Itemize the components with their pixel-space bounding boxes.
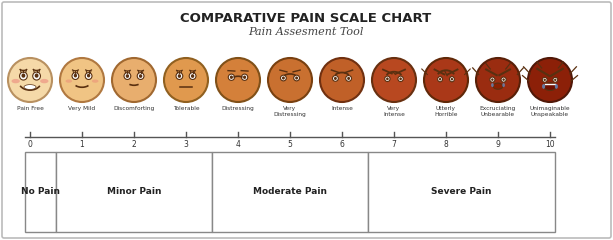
Ellipse shape [92,79,99,83]
Ellipse shape [228,74,235,80]
Ellipse shape [126,74,129,78]
Text: Very
Intense: Very Intense [383,106,405,117]
Ellipse shape [242,74,248,80]
FancyBboxPatch shape [368,152,555,232]
Ellipse shape [544,83,556,90]
Text: 6: 6 [340,140,345,149]
Text: Discomforting: Discomforting [113,106,154,111]
Ellipse shape [502,83,505,87]
Text: Pain Free: Pain Free [17,106,44,111]
Circle shape [60,58,104,102]
Ellipse shape [346,76,351,81]
Ellipse shape [555,84,558,89]
Circle shape [216,58,260,102]
Ellipse shape [398,76,403,82]
Text: Very
Distressing: Very Distressing [273,106,306,117]
Circle shape [372,58,416,102]
Ellipse shape [87,74,90,78]
Ellipse shape [439,78,441,80]
Ellipse shape [24,85,36,90]
FancyBboxPatch shape [212,152,368,232]
Ellipse shape [176,73,183,79]
Text: Utterly
Horrible: Utterly Horrible [434,106,458,117]
Text: 0: 0 [28,140,32,149]
Text: 10: 10 [545,140,555,149]
Text: Moderate Pain: Moderate Pain [253,187,327,197]
Ellipse shape [66,79,72,83]
Ellipse shape [399,77,402,80]
Ellipse shape [347,77,350,80]
Ellipse shape [542,84,545,89]
Text: 5: 5 [287,140,292,149]
Ellipse shape [543,77,547,82]
Text: COMPARATIVE PAIN SCALE CHART: COMPARATIVE PAIN SCALE CHART [180,12,432,24]
Ellipse shape [281,75,286,81]
Text: Distressing: Distressing [222,106,254,111]
Text: 3: 3 [183,140,188,149]
Circle shape [268,58,312,102]
FancyBboxPatch shape [25,152,56,232]
Text: 7: 7 [392,140,397,149]
Ellipse shape [502,78,505,81]
Text: 4: 4 [235,140,240,149]
Text: 9: 9 [495,140,500,149]
Text: Tolerable: Tolerable [173,106,199,111]
Ellipse shape [74,74,77,78]
FancyBboxPatch shape [56,152,212,232]
Ellipse shape [282,77,285,80]
Ellipse shape [40,79,48,83]
Ellipse shape [72,73,79,79]
Ellipse shape [554,79,557,81]
Ellipse shape [493,83,503,89]
Ellipse shape [124,73,131,79]
Ellipse shape [451,78,453,80]
Ellipse shape [243,76,246,79]
FancyBboxPatch shape [2,2,611,238]
Ellipse shape [12,79,20,83]
Ellipse shape [501,77,506,82]
Ellipse shape [189,73,196,79]
Ellipse shape [191,74,194,78]
Text: Very Mild: Very Mild [69,106,96,111]
Circle shape [476,58,520,102]
Ellipse shape [178,74,181,78]
Text: Unimaginable
Unspeakable: Unimaginable Unspeakable [530,106,570,117]
Circle shape [424,58,468,102]
Ellipse shape [332,76,338,81]
Ellipse shape [294,75,300,81]
Ellipse shape [21,73,25,78]
Ellipse shape [491,83,493,87]
Ellipse shape [553,77,558,82]
Ellipse shape [386,77,389,80]
Circle shape [112,58,156,102]
Text: 2: 2 [132,140,136,149]
Ellipse shape [35,73,39,78]
Circle shape [320,58,364,102]
Circle shape [8,58,52,102]
Ellipse shape [449,77,454,82]
Ellipse shape [20,72,27,80]
Ellipse shape [385,76,390,82]
Ellipse shape [544,79,546,81]
Text: Severe Pain: Severe Pain [432,187,492,197]
Ellipse shape [230,76,233,79]
Ellipse shape [491,78,493,81]
Circle shape [528,58,572,102]
Text: Intense: Intense [331,106,353,111]
Ellipse shape [85,73,92,79]
Text: Pain Assesment Tool: Pain Assesment Tool [248,27,364,37]
Text: 1: 1 [80,140,85,149]
Text: 8: 8 [444,140,448,149]
Text: No Pain: No Pain [21,187,60,197]
Circle shape [164,58,208,102]
Ellipse shape [137,73,144,79]
Text: Excruciating
Unbearable: Excruciating Unbearable [480,106,516,117]
Ellipse shape [438,77,443,82]
Ellipse shape [490,77,495,82]
Ellipse shape [295,77,298,80]
Ellipse shape [139,74,142,78]
Text: Minor Pain: Minor Pain [107,187,161,197]
Ellipse shape [334,77,337,80]
Ellipse shape [32,72,40,80]
